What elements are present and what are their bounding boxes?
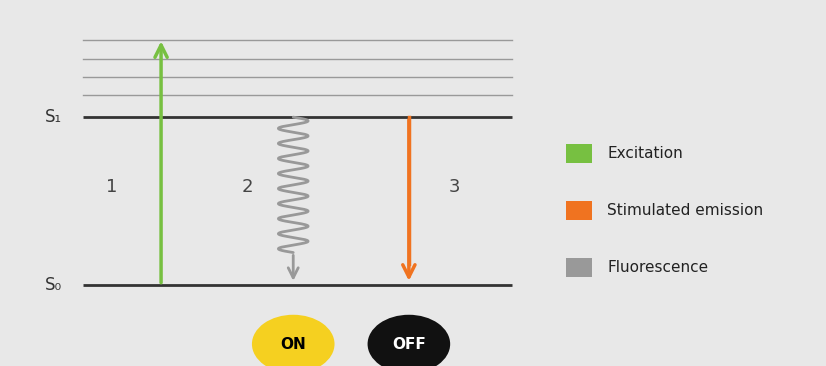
- Ellipse shape: [252, 315, 335, 366]
- Text: 1: 1: [106, 178, 117, 196]
- Text: Stimulated emission: Stimulated emission: [607, 203, 763, 218]
- Text: 2: 2: [242, 178, 254, 196]
- FancyBboxPatch shape: [566, 201, 592, 220]
- FancyBboxPatch shape: [566, 144, 592, 163]
- FancyBboxPatch shape: [566, 258, 592, 277]
- Text: S₀: S₀: [45, 276, 62, 295]
- Ellipse shape: [368, 315, 450, 366]
- Text: ON: ON: [280, 337, 306, 351]
- Text: S₁: S₁: [45, 108, 62, 126]
- Text: Fluorescence: Fluorescence: [607, 260, 708, 274]
- Text: Excitation: Excitation: [607, 146, 683, 161]
- Text: 3: 3: [449, 178, 460, 196]
- Text: OFF: OFF: [392, 337, 425, 351]
